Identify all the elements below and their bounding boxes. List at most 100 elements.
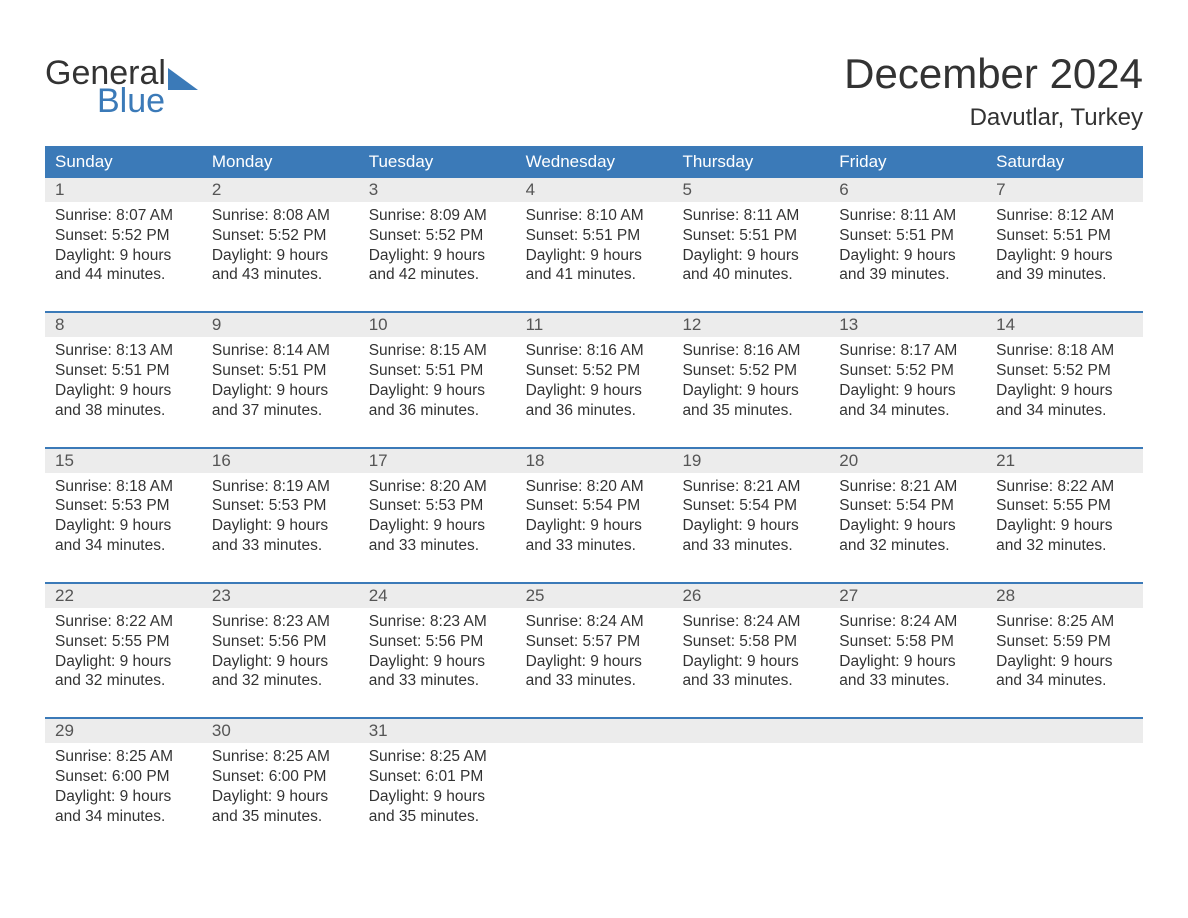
day-cell: Sunrise: 8:09 AMSunset: 5:52 PMDaylight:… <box>359 202 516 291</box>
sunset-text: Sunset: 5:52 PM <box>212 226 349 246</box>
sunrise-text: Sunrise: 8:25 AM <box>996 612 1133 632</box>
day-cell: Sunrise: 8:23 AMSunset: 5:56 PMDaylight:… <box>202 608 359 697</box>
day-number: 28 <box>986 584 1143 608</box>
day-number-row: 293031 <box>45 719 1143 743</box>
daylight-text: Daylight: 9 hours and 36 minutes. <box>369 381 506 421</box>
logo-triangle-icon <box>168 68 198 90</box>
sunset-text: Sunset: 5:59 PM <box>996 632 1133 652</box>
dow-tuesday: Tuesday <box>359 146 516 178</box>
day-cell: Sunrise: 8:08 AMSunset: 5:52 PMDaylight:… <box>202 202 359 291</box>
dow-friday: Friday <box>829 146 986 178</box>
sunset-text: Sunset: 5:52 PM <box>996 361 1133 381</box>
day-cell: Sunrise: 8:22 AMSunset: 5:55 PMDaylight:… <box>45 608 202 697</box>
sunset-text: Sunset: 5:52 PM <box>682 361 819 381</box>
day-cell: Sunrise: 8:20 AMSunset: 5:54 PMDaylight:… <box>516 473 673 562</box>
week-row: 15161718192021Sunrise: 8:18 AMSunset: 5:… <box>45 447 1143 562</box>
day-number: 22 <box>45 584 202 608</box>
day-number: 7 <box>986 178 1143 202</box>
sunrise-text: Sunrise: 8:07 AM <box>55 206 192 226</box>
day-content-row: Sunrise: 8:25 AMSunset: 6:00 PMDaylight:… <box>45 743 1143 832</box>
daylight-text: Daylight: 9 hours and 41 minutes. <box>526 246 663 286</box>
month-title: December 2024 <box>844 50 1143 98</box>
day-number <box>986 719 1143 743</box>
sunset-text: Sunset: 5:52 PM <box>369 226 506 246</box>
day-cell: Sunrise: 8:20 AMSunset: 5:53 PMDaylight:… <box>359 473 516 562</box>
daylight-text: Daylight: 9 hours and 35 minutes. <box>682 381 819 421</box>
daylight-text: Daylight: 9 hours and 42 minutes. <box>369 246 506 286</box>
sunset-text: Sunset: 5:52 PM <box>526 361 663 381</box>
week-row: 891011121314Sunrise: 8:13 AMSunset: 5:51… <box>45 311 1143 426</box>
sunrise-text: Sunrise: 8:20 AM <box>369 477 506 497</box>
sunset-text: Sunset: 5:55 PM <box>55 632 192 652</box>
sunrise-text: Sunrise: 8:13 AM <box>55 341 192 361</box>
sunset-text: Sunset: 5:51 PM <box>996 226 1133 246</box>
sunrise-text: Sunrise: 8:15 AM <box>369 341 506 361</box>
sunrise-text: Sunrise: 8:18 AM <box>996 341 1133 361</box>
sunrise-text: Sunrise: 8:18 AM <box>55 477 192 497</box>
day-number-row: 22232425262728 <box>45 584 1143 608</box>
day-number: 2 <box>202 178 359 202</box>
sunrise-text: Sunrise: 8:20 AM <box>526 477 663 497</box>
day-number: 5 <box>672 178 829 202</box>
brand-logo: General Blue <box>45 56 198 118</box>
day-number: 3 <box>359 178 516 202</box>
day-cell: Sunrise: 8:18 AMSunset: 5:52 PMDaylight:… <box>986 337 1143 426</box>
day-cell: Sunrise: 8:22 AMSunset: 5:55 PMDaylight:… <box>986 473 1143 562</box>
day-number: 10 <box>359 313 516 337</box>
daylight-text: Daylight: 9 hours and 34 minutes. <box>55 516 192 556</box>
day-cell: Sunrise: 8:12 AMSunset: 5:51 PMDaylight:… <box>986 202 1143 291</box>
day-number: 15 <box>45 449 202 473</box>
sunset-text: Sunset: 5:53 PM <box>55 496 192 516</box>
daylight-text: Daylight: 9 hours and 34 minutes. <box>996 381 1133 421</box>
daylight-text: Daylight: 9 hours and 37 minutes. <box>212 381 349 421</box>
daylight-text: Daylight: 9 hours and 32 minutes. <box>55 652 192 692</box>
day-number-row: 15161718192021 <box>45 449 1143 473</box>
day-number: 18 <box>516 449 673 473</box>
daylight-text: Daylight: 9 hours and 33 minutes. <box>369 652 506 692</box>
dow-saturday: Saturday <box>986 146 1143 178</box>
day-number: 1 <box>45 178 202 202</box>
day-cell: Sunrise: 8:13 AMSunset: 5:51 PMDaylight:… <box>45 337 202 426</box>
sunrise-text: Sunrise: 8:22 AM <box>55 612 192 632</box>
day-cell: Sunrise: 8:15 AMSunset: 5:51 PMDaylight:… <box>359 337 516 426</box>
title-block: December 2024 Davutlar, Turkey <box>844 50 1143 132</box>
sunset-text: Sunset: 5:51 PM <box>212 361 349 381</box>
daylight-text: Daylight: 9 hours and 32 minutes. <box>212 652 349 692</box>
week-row: 22232425262728Sunrise: 8:22 AMSunset: 5:… <box>45 582 1143 697</box>
daylight-text: Daylight: 9 hours and 33 minutes. <box>369 516 506 556</box>
day-cell: Sunrise: 8:24 AMSunset: 5:57 PMDaylight:… <box>516 608 673 697</box>
day-number: 8 <box>45 313 202 337</box>
day-number <box>829 719 986 743</box>
sunset-text: Sunset: 5:54 PM <box>682 496 819 516</box>
sunset-text: Sunset: 5:56 PM <box>369 632 506 652</box>
day-of-week-header: Sunday Monday Tuesday Wednesday Thursday… <box>45 146 1143 178</box>
dow-thursday: Thursday <box>672 146 829 178</box>
day-number: 20 <box>829 449 986 473</box>
day-cell: Sunrise: 8:16 AMSunset: 5:52 PMDaylight:… <box>672 337 829 426</box>
daylight-text: Daylight: 9 hours and 44 minutes. <box>55 246 192 286</box>
daylight-text: Daylight: 9 hours and 39 minutes. <box>996 246 1133 286</box>
day-cell: Sunrise: 8:25 AMSunset: 6:00 PMDaylight:… <box>202 743 359 832</box>
daylight-text: Daylight: 9 hours and 38 minutes. <box>55 381 192 421</box>
sunset-text: Sunset: 5:55 PM <box>996 496 1133 516</box>
sunset-text: Sunset: 5:51 PM <box>682 226 819 246</box>
day-number-row: 891011121314 <box>45 313 1143 337</box>
day-number: 31 <box>359 719 516 743</box>
day-number <box>516 719 673 743</box>
sunset-text: Sunset: 5:53 PM <box>212 496 349 516</box>
day-number: 6 <box>829 178 986 202</box>
sunrise-text: Sunrise: 8:22 AM <box>996 477 1133 497</box>
sunrise-text: Sunrise: 8:10 AM <box>526 206 663 226</box>
day-number: 26 <box>672 584 829 608</box>
daylight-text: Daylight: 9 hours and 39 minutes. <box>839 246 976 286</box>
day-number: 9 <box>202 313 359 337</box>
day-cell: Sunrise: 8:24 AMSunset: 5:58 PMDaylight:… <box>672 608 829 697</box>
sunrise-text: Sunrise: 8:25 AM <box>212 747 349 767</box>
sunrise-text: Sunrise: 8:17 AM <box>839 341 976 361</box>
daylight-text: Daylight: 9 hours and 33 minutes. <box>526 652 663 692</box>
daylight-text: Daylight: 9 hours and 33 minutes. <box>526 516 663 556</box>
day-cell: Sunrise: 8:23 AMSunset: 5:56 PMDaylight:… <box>359 608 516 697</box>
day-cell: Sunrise: 8:10 AMSunset: 5:51 PMDaylight:… <box>516 202 673 291</box>
day-cell: Sunrise: 8:11 AMSunset: 5:51 PMDaylight:… <box>672 202 829 291</box>
day-number: 25 <box>516 584 673 608</box>
